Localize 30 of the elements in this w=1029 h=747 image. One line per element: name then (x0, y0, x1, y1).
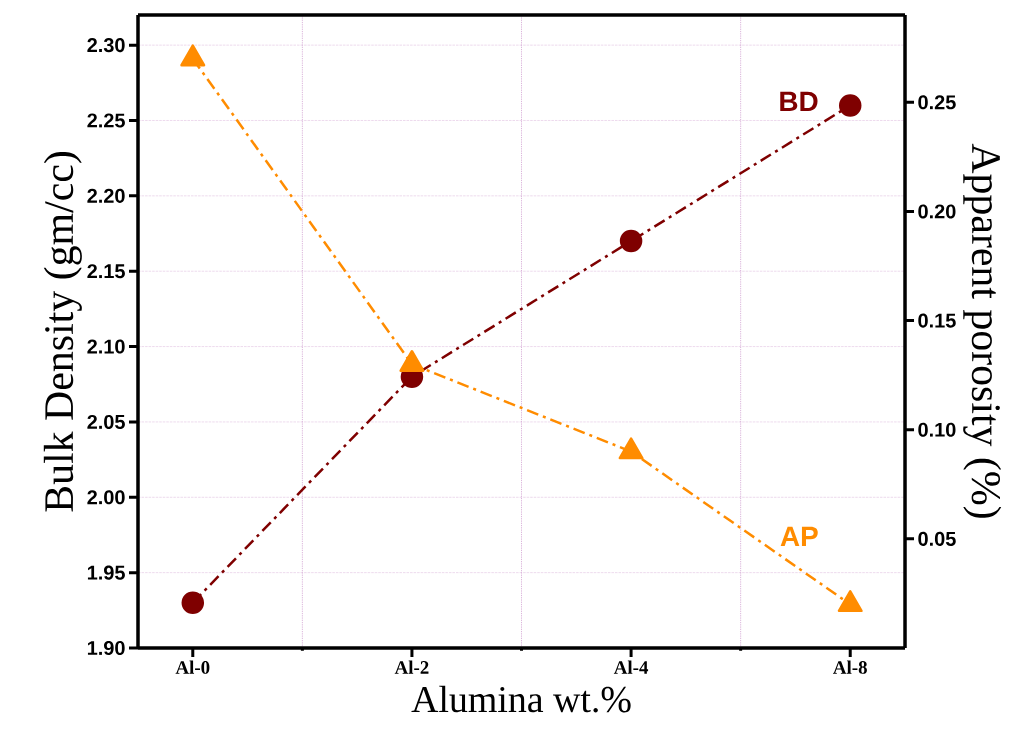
point (399, 349, 425, 372)
point (180, 44, 206, 67)
y2-tick-label: 0.15 (918, 313, 956, 328)
series-label: AP (780, 526, 818, 546)
y-axis-title: Bulk Density (gm/cc) (43, 152, 82, 512)
point (618, 437, 644, 460)
point (838, 94, 862, 117)
y2-tick-label: 0.05 (918, 531, 956, 546)
point (619, 229, 643, 253)
y-tick-label: 2.30 (87, 38, 125, 53)
y-tick-label: 2.15 (87, 264, 125, 279)
x-tick-label: Al-0 (175, 660, 210, 674)
y-tick-label: 2.05 (87, 414, 125, 429)
y-tick-label: 2.20 (87, 188, 125, 203)
x-tick-label: Al-2 (394, 660, 429, 674)
y2-axis-title: Apparent porosity (%) (963, 143, 1002, 518)
x-axis-title: Alumina wt.% (411, 685, 631, 713)
y-tick-label: 2.10 (87, 339, 125, 354)
y2-tick-label: 0.10 (918, 422, 956, 437)
x-tick-label: Al-4 (613, 660, 649, 674)
y-tick-label: 1.95 (87, 565, 125, 580)
y-tick-label: 2.00 (87, 490, 125, 505)
y2-tick-label: 0.25 (918, 95, 956, 110)
point (181, 591, 205, 615)
point (837, 590, 863, 613)
y-tick-label: 1.90 (87, 640, 125, 656)
x-tick-label: Al-8 (833, 660, 867, 674)
y2-tick-label: 0.20 (918, 204, 956, 219)
series-label: BD (780, 91, 818, 112)
y-tick-label: 2.25 (87, 113, 125, 128)
